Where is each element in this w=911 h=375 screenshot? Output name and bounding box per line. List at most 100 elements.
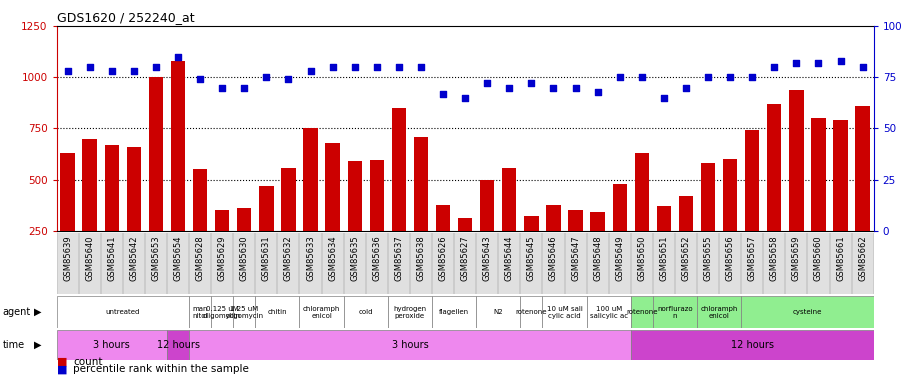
Point [766,64,781,70]
Bar [678,196,692,231]
Text: GSM85631: GSM85631 [261,236,271,281]
FancyBboxPatch shape [387,296,432,328]
Text: GSM85656: GSM85656 [725,236,734,281]
FancyBboxPatch shape [630,330,873,360]
FancyBboxPatch shape [299,296,343,328]
FancyBboxPatch shape [630,296,652,328]
Bar [148,77,163,231]
Point [612,74,627,80]
Text: time: time [3,340,25,350]
Bar [60,153,75,231]
Text: hydrogen
peroxide: hydrogen peroxide [393,306,426,319]
Bar [237,208,251,231]
Point [435,91,450,97]
Text: 100 uM
salicylic ac: 100 uM salicylic ac [589,306,627,319]
Bar [414,136,427,231]
Text: 12 hours: 12 hours [157,340,200,350]
Point [391,64,405,70]
Bar [502,168,516,231]
Bar [457,218,472,231]
Point [810,60,824,66]
Point [192,76,207,82]
FancyBboxPatch shape [233,296,255,328]
Point [479,81,494,87]
Point [215,85,230,91]
Point [589,88,604,94]
Text: GSM85662: GSM85662 [857,236,866,281]
Text: ■: ■ [56,364,67,374]
Point [568,85,582,91]
Text: rotenone: rotenone [515,309,547,315]
Text: N2: N2 [493,309,503,315]
Bar [855,106,869,231]
Text: GSM85652: GSM85652 [681,236,690,281]
FancyBboxPatch shape [167,330,189,360]
Text: GSM85642: GSM85642 [129,236,138,281]
FancyBboxPatch shape [343,296,387,328]
Text: GSM85634: GSM85634 [328,236,337,281]
Bar [788,90,803,231]
FancyBboxPatch shape [476,296,520,328]
Bar [833,120,847,231]
Text: chloramph
enicol: chloramph enicol [302,306,340,319]
Text: 0.125 uM
oligomycin: 0.125 uM oligomycin [203,306,241,319]
Text: GSM85635: GSM85635 [350,236,359,281]
Text: ▶: ▶ [34,307,41,317]
Point [302,68,317,74]
FancyBboxPatch shape [432,296,476,328]
Text: GSM85632: GSM85632 [283,236,292,281]
Text: 3 hours: 3 hours [93,340,130,350]
Bar [127,147,141,231]
Bar [105,145,118,231]
Point [634,74,649,80]
Point [82,64,97,70]
Point [855,64,869,70]
FancyBboxPatch shape [696,296,741,328]
Text: GSM85629: GSM85629 [218,236,227,281]
Point [237,85,251,91]
Text: ■: ■ [56,357,67,367]
Bar [82,139,97,231]
Point [369,64,384,70]
Text: GDS1620 / 252240_at: GDS1620 / 252240_at [56,11,194,24]
Point [281,76,295,82]
Text: GSM85627: GSM85627 [460,236,469,281]
Text: GSM85630: GSM85630 [240,236,249,281]
Bar [744,130,759,231]
Bar [722,159,736,231]
Point [170,54,185,60]
FancyBboxPatch shape [189,330,630,360]
Bar [369,160,384,231]
FancyBboxPatch shape [520,296,542,328]
Bar [811,118,824,231]
Point [414,64,428,70]
Text: GSM85661: GSM85661 [835,236,844,281]
Bar [347,161,362,231]
Text: cysteine: cysteine [792,309,821,315]
FancyBboxPatch shape [56,232,873,294]
Bar [634,153,649,231]
Bar [612,184,626,231]
Point [546,85,560,91]
Text: GSM85637: GSM85637 [394,236,403,281]
Bar [259,186,273,231]
Text: rotenone: rotenone [625,309,657,315]
Text: GSM85646: GSM85646 [548,236,558,281]
FancyBboxPatch shape [586,296,630,328]
Text: GSM85649: GSM85649 [615,236,623,281]
Text: chloramph
enicol: chloramph enicol [700,306,737,319]
Text: GSM85636: GSM85636 [372,236,381,281]
Text: GSM85645: GSM85645 [527,236,536,281]
Point [148,64,163,70]
Text: GSM85638: GSM85638 [416,236,425,281]
Text: chitin: chitin [267,309,287,315]
Text: GSM85641: GSM85641 [107,236,116,281]
Text: 10 uM sali
cylic acid: 10 uM sali cylic acid [546,306,582,319]
Text: agent: agent [3,307,31,317]
Bar [435,205,450,231]
Text: flagellen: flagellen [438,309,468,315]
Text: man
nitol: man nitol [192,306,208,319]
Text: GSM85648: GSM85648 [592,236,601,281]
FancyBboxPatch shape [56,330,167,360]
Text: 3 hours: 3 hours [391,340,428,350]
